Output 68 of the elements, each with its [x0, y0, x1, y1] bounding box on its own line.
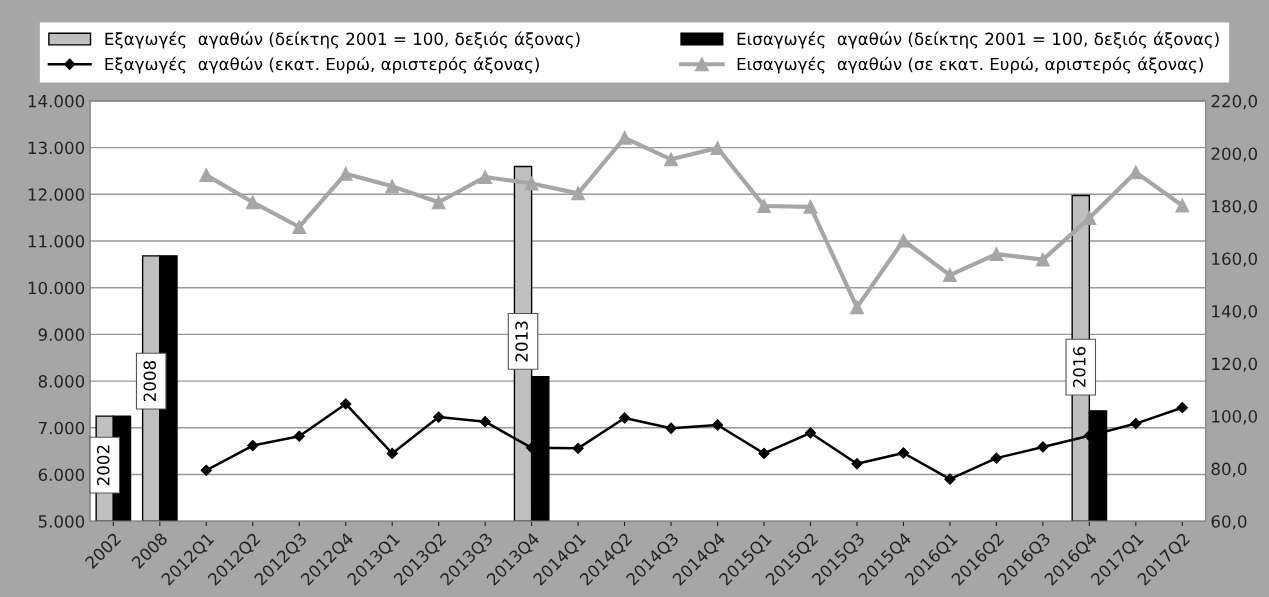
point [1128, 165, 1143, 180]
point [524, 176, 539, 191]
point [757, 199, 771, 213]
legend-label: Εισαγωγές αγαθών (δείκτης 2001 = 100, δεξιός άξονας) [737, 31, 1219, 49]
y-tick-label: 11.000 [28, 234, 85, 248]
point [1176, 402, 1188, 414]
point [990, 452, 1003, 464]
point [989, 247, 1004, 262]
point [478, 170, 493, 184]
annotation: 2002 [96, 445, 110, 486]
legend-label: Εξαγωγές αγαθών (δείκτης 2001 = 100, δεξιός άξονας) [105, 31, 580, 49]
point [664, 152, 679, 167]
point [897, 447, 910, 459]
y2-tick-label: 200,0 [1211, 147, 1258, 162]
point [292, 220, 307, 234]
point [572, 442, 584, 454]
point [758, 447, 770, 460]
point [433, 411, 445, 423]
point [1037, 441, 1049, 453]
y-tick-label: 9.000 [38, 328, 85, 341]
point [293, 430, 305, 442]
point [711, 419, 724, 431]
y-tick-label: 7.000 [38, 421, 85, 435]
y2-tick-label: 160,0 [1212, 252, 1258, 267]
point [896, 233, 911, 248]
point [618, 412, 631, 424]
y-tick-label: 10.000 [28, 281, 85, 295]
point [803, 199, 818, 214]
annotation: 2013 [515, 321, 528, 362]
y-tick-label: 6.000 [38, 468, 85, 482]
point [804, 427, 817, 439]
y2-tick-label: 60,0 [1211, 515, 1247, 530]
point [385, 179, 400, 194]
point [1035, 252, 1050, 267]
y2-tick-label: 180,0 [1212, 199, 1258, 215]
y-tick-label: 13.000 [28, 141, 85, 155]
legend-label: Εξαγωγές αγαθών (εκατ. Ευρώ, αριστερός άξονας) [105, 56, 539, 74]
point [617, 130, 632, 145]
y2-tick-label: 80,0 [1211, 462, 1247, 477]
point [340, 398, 352, 410]
annotation: 2008 [143, 361, 157, 402]
point [338, 166, 353, 181]
point [571, 186, 586, 201]
point [199, 168, 214, 183]
y2-tick-label: 140,0 [1212, 305, 1258, 320]
y-tick-label: 14.000 [28, 94, 85, 108]
point [245, 195, 260, 210]
annotation: 2016 [1072, 346, 1086, 388]
legend-label: Εισαγωγές αγαθών (σε εκατ. Ευρώ, αριστερός άξονας) [737, 56, 1203, 74]
point [386, 447, 398, 460]
y-tick-label: 8.000 [38, 375, 85, 388]
point [851, 458, 863, 470]
y-tick-label: 12.000 [28, 188, 85, 201]
point [1130, 417, 1142, 430]
point [200, 464, 212, 476]
y2-tick-label: 220,0 [1211, 94, 1258, 110]
point [944, 473, 956, 485]
point [1175, 198, 1190, 213]
y-tick-label: 5.000 [38, 515, 85, 528]
point [247, 439, 259, 452]
y2-tick-label: 120,0 [1212, 357, 1258, 372]
point [431, 195, 446, 210]
y2-tick-label: 100,0 [1212, 410, 1258, 425]
point [710, 141, 725, 156]
point [942, 268, 957, 283]
point [850, 300, 864, 315]
point [665, 422, 677, 434]
point [479, 416, 491, 428]
